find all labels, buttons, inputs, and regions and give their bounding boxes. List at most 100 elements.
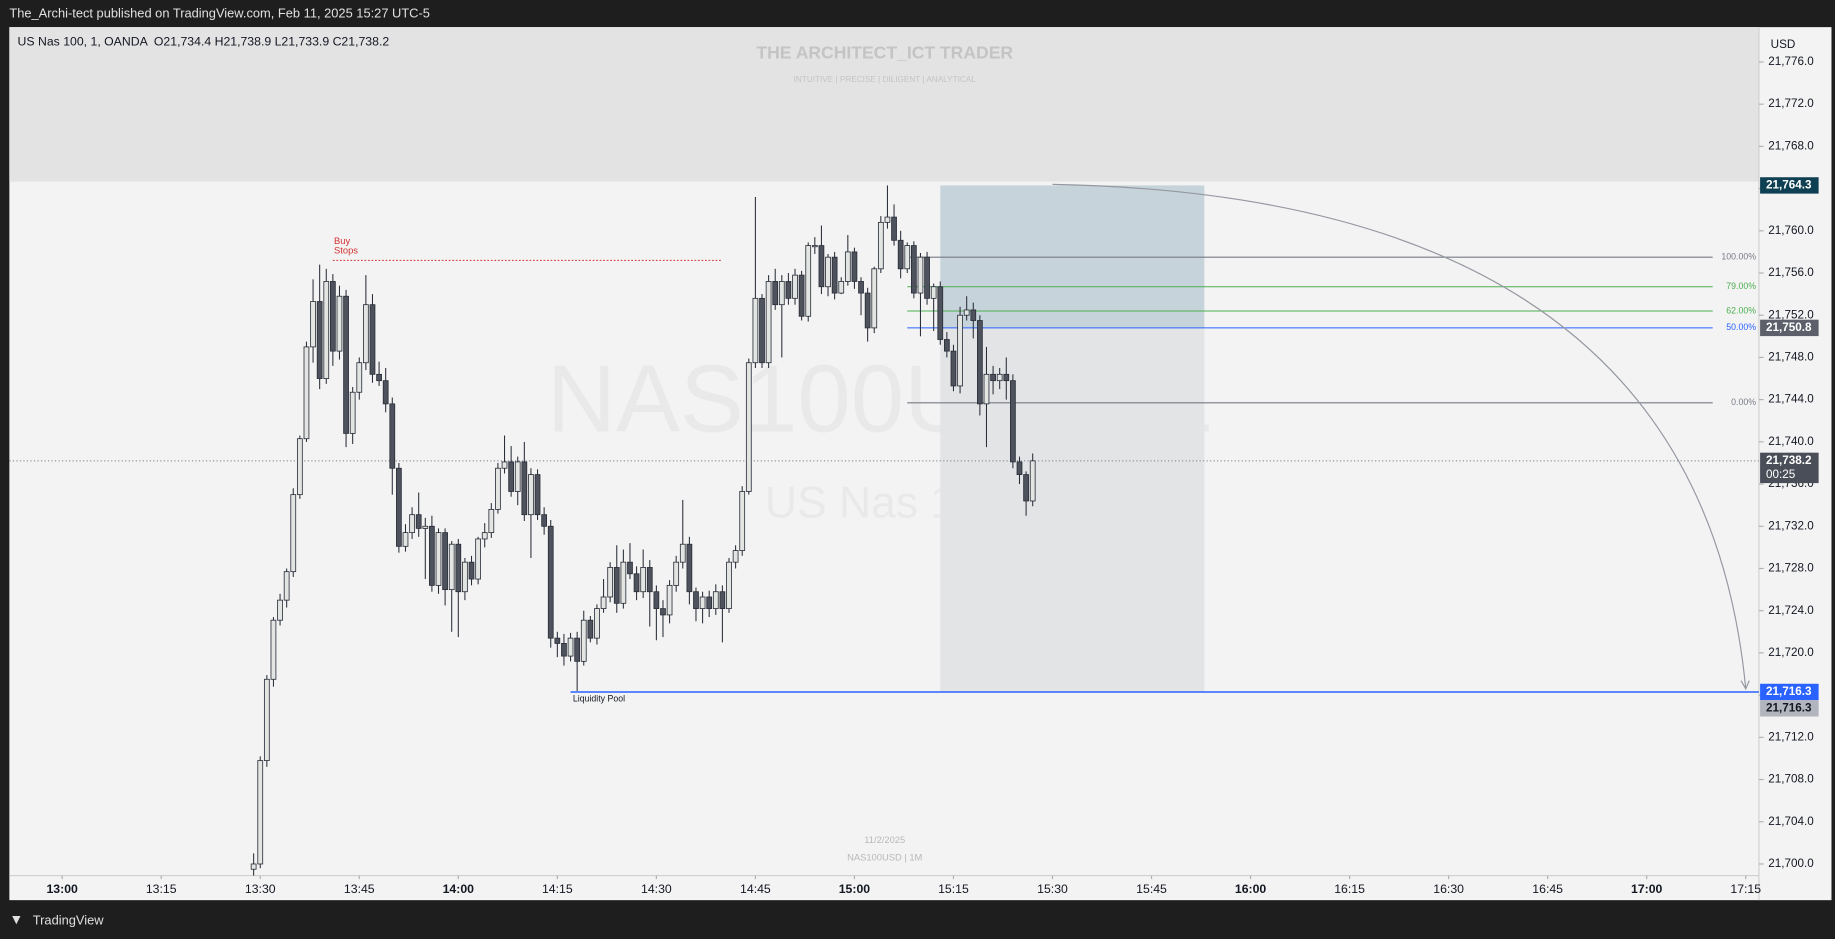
candle-body [897,239,904,270]
candle-body [983,373,990,405]
price-label: 21,716.3 [1766,685,1812,698]
candle-body [607,567,614,598]
candle-body [970,309,977,321]
y-tick-label: 21,708.0 [1768,773,1814,786]
candle-body [825,256,831,288]
axes: 21,700.021,704.021,708.021,712.021,716.0… [46,55,1819,896]
x-tick-label: 14:15 [542,882,573,896]
candle-body [567,637,574,657]
y-tick-label: 21,748.0 [1768,351,1814,364]
current-price-label: 21,738.2 [1766,454,1812,467]
candle-body [977,320,983,405]
candle-body [937,286,944,340]
candle-body [745,362,752,492]
candle-body [501,461,508,469]
y-tick-label: 21,724.0 [1768,604,1814,617]
candle-body [904,245,911,270]
candle-body [277,599,283,621]
candle-body [448,543,455,591]
legend: US Nas 100, 1, OANDA O21,734.4 H21,738.9… [18,35,390,49]
candle-body [910,245,917,294]
candle-body [323,281,330,379]
candle-body [429,525,435,586]
candle-body [831,256,838,294]
x-tick-label: 16:30 [1433,882,1464,896]
candle-body [547,525,554,639]
candle-body [409,514,415,534]
candle-body [508,461,514,492]
price-label-box [1760,700,1819,717]
candle-body [633,573,640,593]
candle-body [838,281,845,294]
candle-body [481,532,488,540]
y-tick-label: 21,732.0 [1768,519,1814,532]
price-label: 21,764.3 [1766,179,1812,192]
candle-body [561,643,567,657]
candle-body [884,216,891,223]
candle-body [811,245,818,248]
candle-body [752,297,759,364]
candle-body [435,532,442,586]
candle-body [851,251,858,282]
candle-body [871,268,878,329]
price-label-box [1760,177,1819,194]
x-tick-label: 15:45 [1136,882,1167,896]
y-tick-label: 21,712.0 [1768,730,1814,743]
x-tick-label: 16:15 [1334,882,1365,896]
x-tick-label: 15:30 [1037,882,1068,896]
candle-body [805,245,812,317]
fib-label: 50.00% [1726,322,1756,332]
y-tick-label: 21,776.0 [1768,55,1814,68]
x-tick-label: 13:15 [146,882,177,896]
candle-body [415,514,422,529]
candle-body [389,403,396,469]
candle-body [310,301,316,348]
candle-body [270,619,277,680]
price-label-box [1760,683,1819,701]
candle-body [732,550,739,563]
footer: TradingView [33,913,104,928]
candle-body [706,596,713,610]
candle-body [250,863,257,870]
candle-body [726,561,732,610]
candle-body [402,532,409,547]
candle-body [627,561,633,575]
y-tick-label: 21,740.0 [1768,435,1814,448]
candle-body [1029,460,1036,502]
candle-body [442,532,448,591]
candle-body [844,251,851,282]
candle-body [343,295,349,434]
candle-body [521,461,528,516]
x-tick-label: 15:00 [839,882,871,896]
candle-body [1010,380,1016,463]
candle-body [263,678,270,761]
candle-body [792,274,798,299]
candle-body [924,256,930,299]
candle-body [554,637,561,644]
candle-body [798,274,805,317]
candle-body [858,281,864,294]
candle-body [396,467,402,547]
candle-body [653,591,660,610]
y-tick-label: 21,728.0 [1768,562,1814,575]
candle-body [877,221,884,270]
candle-body [778,281,785,306]
candle-body [336,295,343,352]
candle-body [468,561,475,580]
candle-body [475,538,481,580]
candle-body [686,543,693,593]
price-label: 21,750.8 [1766,321,1812,334]
candle-body [712,591,719,610]
candle-body [356,362,363,393]
candle-body [950,350,957,387]
y-tick-label: 21,752.0 [1768,308,1814,321]
candle-body [303,346,310,440]
x-tick-label: 13:45 [344,882,375,896]
y-tick-label: 21,760.0 [1768,224,1814,237]
candle-body [944,339,950,352]
candle-body [996,373,1003,382]
candle-body [759,297,765,364]
candle-body [957,314,963,387]
candle-body [785,281,792,299]
candle-body [422,525,429,529]
